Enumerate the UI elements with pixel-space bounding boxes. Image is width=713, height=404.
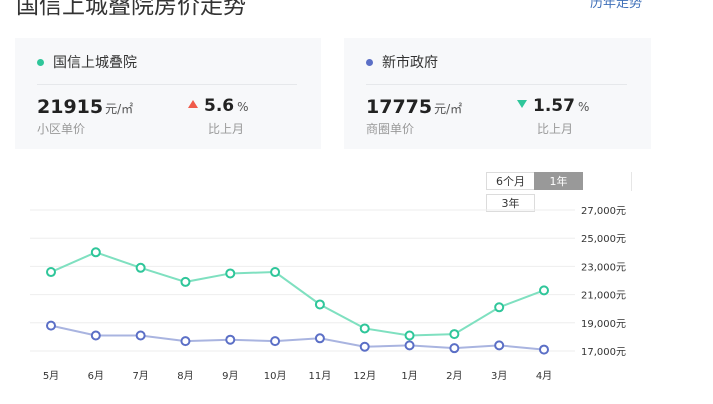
data-point bbox=[494, 302, 505, 313]
y-tick-label: 23,000元 bbox=[581, 262, 626, 273]
y-tick-label: 25,000元 bbox=[581, 234, 626, 245]
divider bbox=[631, 172, 632, 191]
change-value: 5.6 bbox=[204, 96, 235, 116]
arrow-down-icon bbox=[517, 99, 527, 108]
series-line bbox=[50, 324, 545, 351]
community-price-card: 国信上城叠院 21915 元/㎡ 小区单价 5.6% 比上月 bbox=[15, 38, 321, 149]
data-point bbox=[46, 320, 56, 331]
data-point bbox=[135, 330, 146, 341]
change-label: 比上月 bbox=[537, 122, 574, 136]
data-point bbox=[314, 299, 325, 310]
x-tick-label: 2月 bbox=[446, 370, 462, 382]
x-tick-label: 9月 bbox=[222, 370, 238, 382]
y-tick-label: 19,000元 bbox=[581, 319, 626, 330]
y-tick-label: 17,000元 bbox=[581, 347, 626, 358]
data-point bbox=[539, 285, 549, 296]
x-tick-label: 5月 bbox=[43, 370, 59, 382]
data-point bbox=[46, 267, 56, 278]
change-label: 比上月 bbox=[208, 122, 245, 136]
x-tick-label: 3月 bbox=[491, 370, 507, 382]
change-unit: % bbox=[237, 100, 249, 114]
tab-6-months[interactable]: 6个月 bbox=[486, 172, 535, 190]
x-tick-label: 7月 bbox=[132, 370, 148, 382]
district-name: 新市政府 bbox=[382, 55, 438, 71]
data-point bbox=[90, 247, 101, 258]
price-value: 17775 bbox=[366, 96, 433, 118]
data-point bbox=[494, 340, 505, 351]
tab-1-year[interactable]: 1年 bbox=[534, 172, 583, 190]
community-price: 21915 元/㎡ bbox=[37, 96, 133, 118]
card-header: 新市政府 bbox=[366, 52, 627, 85]
price-change: 1.57% bbox=[517, 96, 589, 116]
data-point bbox=[404, 330, 415, 341]
x-tick-label: 8月 bbox=[177, 370, 193, 382]
data-point bbox=[359, 341, 370, 352]
community-name: 国信上城叠院 bbox=[53, 55, 137, 71]
data-point bbox=[225, 334, 236, 345]
series-dot-icon bbox=[37, 59, 44, 66]
change-unit: % bbox=[577, 100, 590, 114]
data-point bbox=[449, 343, 460, 354]
data-point bbox=[270, 267, 281, 278]
data-point bbox=[180, 336, 191, 347]
price-unit: 元/㎡ bbox=[434, 102, 463, 116]
data-point bbox=[539, 344, 549, 355]
x-tick-label: 10月 bbox=[264, 370, 287, 382]
history-trend-link[interactable]: 历年走势 bbox=[590, 0, 643, 11]
data-point bbox=[449, 329, 460, 340]
data-point bbox=[314, 333, 325, 344]
card-header: 国信上城叠院 bbox=[37, 52, 297, 85]
price-change: 5.6% bbox=[188, 96, 249, 116]
price-label: 小区单价 bbox=[37, 122, 86, 136]
price-value: 21915 bbox=[37, 96, 104, 118]
arrow-up-icon bbox=[188, 99, 198, 108]
data-point bbox=[135, 262, 146, 273]
x-tick-label: 12月 bbox=[353, 370, 376, 382]
y-tick-label: 27,000元 bbox=[581, 206, 626, 217]
tab-3-years[interactable]: 3年 bbox=[486, 194, 535, 212]
price-unit: 元/㎡ bbox=[105, 102, 134, 116]
x-tick-label: 11月 bbox=[309, 370, 332, 382]
district-price: 17775 元/㎡ bbox=[366, 96, 462, 118]
data-point bbox=[225, 268, 236, 279]
data-point bbox=[359, 323, 370, 334]
page-title: 国信上城叠院房价走势 bbox=[16, 0, 246, 19]
y-tick-label: 21,000元 bbox=[581, 291, 626, 302]
data-point bbox=[270, 336, 281, 347]
district-price-card: 新市政府 17775 元/㎡ 商圈单价 1.57% 比上月 bbox=[344, 38, 651, 149]
change-value: 1.57 bbox=[533, 96, 575, 116]
x-tick-label: 4月 bbox=[536, 370, 552, 382]
price-label: 商圈单价 bbox=[366, 122, 415, 136]
data-point bbox=[180, 276, 191, 287]
data-point bbox=[90, 330, 101, 341]
x-tick-label: 1月 bbox=[401, 370, 417, 382]
data-point bbox=[404, 340, 415, 351]
series-dot-icon bbox=[366, 59, 373, 66]
series-line bbox=[50, 251, 545, 337]
x-tick-label: 6月 bbox=[88, 370, 104, 382]
